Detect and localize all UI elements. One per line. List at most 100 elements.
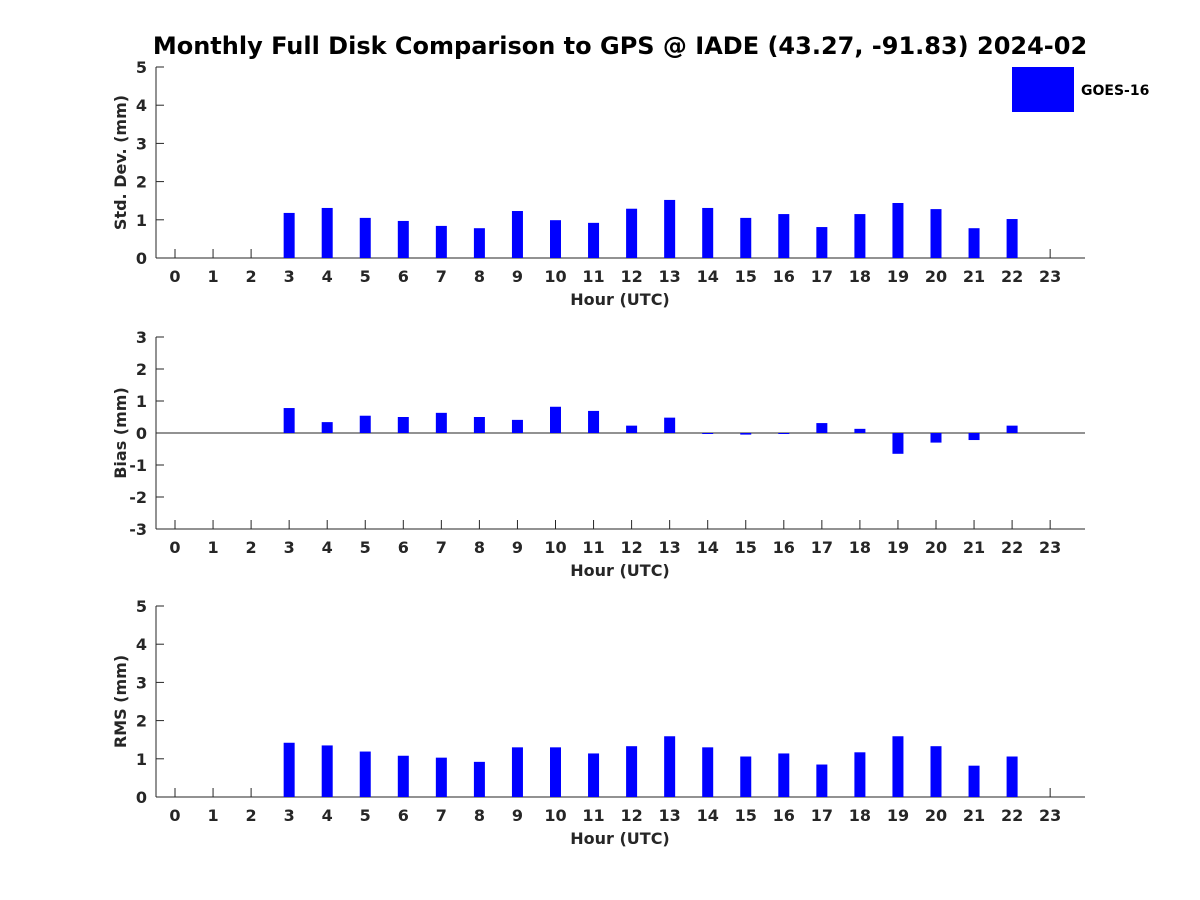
rms-bar-hour-9 [511,747,523,797]
rms-x-tick-label: 12 [620,806,642,825]
std-bar-hour-16 [778,214,790,258]
rms-x-tick-label: 4 [322,806,333,825]
std-bar-hour-13 [664,199,676,258]
rms-x-tick-label: 20 [925,806,947,825]
std-bar-hour-22 [1006,219,1018,258]
rms-bar-hour-20 [930,746,942,797]
rms-y-tick-label: 0 [136,788,147,807]
bias-x-tick-label: 6 [398,538,409,557]
bias-x-tick-label: 22 [1001,538,1023,557]
std-y-tick-label: 0 [136,249,147,268]
std-bar-hour-8 [473,228,485,258]
rms-bar-hour-4 [321,745,333,797]
std-bar-hour-20 [930,209,942,258]
bias-y-tick-label: -3 [129,520,147,539]
bias-y-tick-label: 2 [136,360,147,379]
bias-x-tick-label: 20 [925,538,947,557]
std-x-tick-label: 8 [474,267,485,286]
rms-x-tick-label: 9 [512,806,523,825]
rms-x-tick-label: 21 [963,806,985,825]
std-x-tick-label: 10 [544,267,566,286]
bias-bar-hour-7 [435,412,447,433]
rms-x-tick-label: 7 [436,806,447,825]
bias-bar-hour-12 [626,425,638,433]
rms-x-tick-label: 14 [697,806,719,825]
rms-bar-hour-16 [778,753,790,797]
rms-bar-hour-15 [740,756,752,797]
std-x-tick-label: 1 [207,267,218,286]
std-x-tick-label: 4 [322,267,333,286]
std-x-tick-label: 9 [512,267,523,286]
bias-x-tick-label: 19 [887,538,909,557]
std-bar-hour-10 [550,220,561,258]
bias-x-tick-label: 9 [512,538,523,557]
rms-x-tick-label: 5 [360,806,371,825]
legend-label: GOES-16 [1081,83,1149,99]
bias-y-axis-label: Bias (mm) [111,387,130,479]
rms-x-tick-label: 13 [659,806,681,825]
bias-bar-hour-10 [550,406,561,433]
rms-bar-hour-3 [283,742,295,797]
std-x-tick-label: 17 [811,267,833,286]
bias-bar-hour-6 [397,417,409,433]
std-x-tick-label: 23 [1039,267,1061,286]
bias-x-tick-label: 10 [544,538,566,557]
bias-bar-hour-21 [968,433,980,441]
std-x-tick-label: 20 [925,267,947,286]
bias-x-tick-label: 17 [811,538,833,557]
rms-bar-hour-14 [702,747,714,797]
bias-bar-hour-3 [283,408,295,433]
std-x-tick-label: 5 [360,267,371,286]
rms-bar-hour-7 [435,757,447,797]
rms-bar-hour-22 [1006,756,1018,797]
rms-x-tick-label: 10 [544,806,566,825]
rms-x-tick-label: 16 [773,806,795,825]
rms-x-tick-label: 18 [849,806,871,825]
std-bar-hour-4 [321,207,333,258]
bias-y-tick-label: -1 [129,456,147,475]
bias-x-tick-label: 21 [963,538,985,557]
bias-x-tick-label: 14 [697,538,719,557]
std-x-tick-label: 0 [169,267,180,286]
bias-bar-hour-17 [816,423,828,433]
rms-y-tick-label: 4 [136,635,147,654]
std-x-tick-label: 12 [620,267,642,286]
bias-bar-hour-5 [359,415,371,433]
bias-x-tick-label: 11 [582,538,604,557]
bias-bar-hour-16 [778,433,790,434]
rms-x-tick-label: 2 [246,806,257,825]
rms-bar-hour-10 [550,747,561,797]
std-bar-hour-9 [511,211,523,258]
std-y-axis-label: Std. Dev. (mm) [111,95,130,230]
bias-x-tick-label: 7 [436,538,447,557]
bias-x-tick-label: 18 [849,538,871,557]
std-bar-hour-15 [740,217,752,258]
bias-bar-hour-18 [854,428,866,433]
std-x-tick-label: 13 [659,267,681,286]
bias-bar-hour-9 [511,419,523,433]
std-x-tick-label: 19 [887,267,909,286]
rms-bar-hour-8 [473,761,485,797]
rms-x-tick-label: 22 [1001,806,1023,825]
bias-x-tick-label: 15 [735,538,757,557]
std-bar-hour-19 [892,202,904,258]
rms-bar-hour-13 [664,736,676,797]
rms-x-tick-label: 19 [887,806,909,825]
std-x-tick-label: 15 [735,267,757,286]
std-x-tick-label: 14 [697,267,719,286]
rms-x-tick-label: 23 [1039,806,1061,825]
rms-x-tick-label: 1 [207,806,218,825]
std-y-tick-label: 2 [136,173,147,192]
std-bar-hour-14 [702,207,714,258]
rms-x-tick-label: 6 [398,806,409,825]
bias-x-tick-label: 5 [360,538,371,557]
legend: GOES-16 [1012,67,1149,112]
bias-bar-hour-8 [473,417,485,433]
rms-y-tick-label: 3 [136,673,147,692]
rms-x-tick-label: 0 [169,806,180,825]
bias-x-axis-label: Hour (UTC) [570,561,670,580]
